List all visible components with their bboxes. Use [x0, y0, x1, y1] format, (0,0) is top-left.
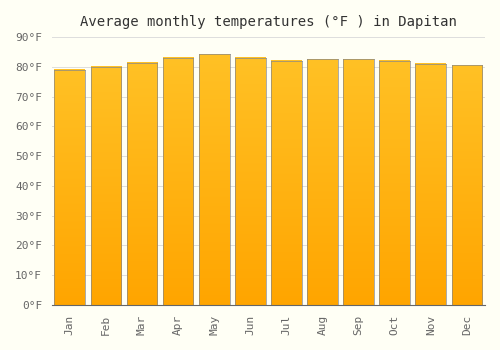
Title: Average monthly temperatures (°F ) in Dapitan: Average monthly temperatures (°F ) in Da… — [80, 15, 457, 29]
